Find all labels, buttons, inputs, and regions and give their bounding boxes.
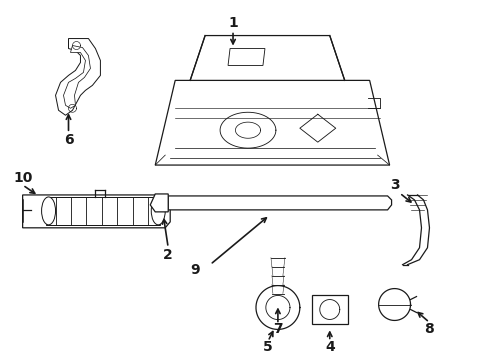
Text: 9: 9 [190, 263, 200, 276]
Ellipse shape [151, 197, 165, 225]
Text: 10: 10 [13, 171, 32, 185]
Polygon shape [168, 196, 392, 210]
Polygon shape [190, 36, 345, 80]
Polygon shape [64, 45, 91, 108]
Text: 8: 8 [425, 323, 434, 337]
Polygon shape [23, 195, 170, 228]
Text: 2: 2 [163, 248, 173, 262]
Text: 5: 5 [263, 340, 273, 354]
Polygon shape [155, 80, 390, 165]
Bar [312, 294, 348, 324]
Polygon shape [150, 194, 168, 212]
Ellipse shape [42, 197, 55, 225]
Text: 4: 4 [325, 340, 335, 354]
Text: 7: 7 [273, 323, 283, 337]
Text: 3: 3 [390, 178, 399, 192]
Text: 1: 1 [228, 15, 238, 30]
Bar [46, 197, 160, 225]
Polygon shape [228, 49, 265, 66]
Polygon shape [55, 39, 100, 115]
Text: 6: 6 [64, 133, 74, 147]
